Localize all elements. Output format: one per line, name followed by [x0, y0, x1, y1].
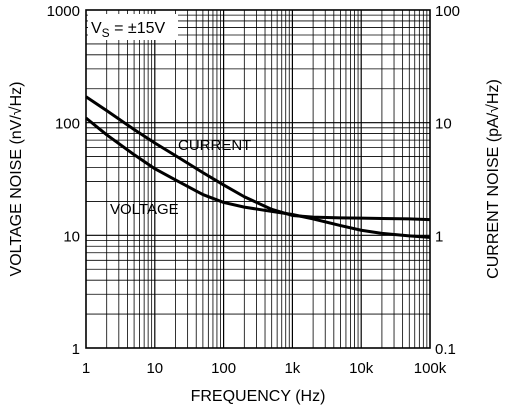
tick-labels: 1 10 100 1k 10k 100k 1 10 100 1000 0.1 1 10 100 — [47, 3, 460, 377]
y-tick-label-left: 1 — [72, 341, 80, 358]
curves — [85, 95, 431, 239]
x-tick-label: 1k — [284, 360, 300, 377]
x-axis-title: FREQUENCY (Hz) — [191, 388, 326, 405]
y-tick-label-left: 1000 — [47, 3, 80, 20]
x-tick-label: 100k — [414, 360, 447, 377]
x-tick-label: 10 — [146, 360, 163, 377]
current-noise-curve — [85, 95, 431, 222]
curve-labels: CURRENT VOLTAGE — [110, 137, 251, 218]
y-tick-label-right: 100 — [435, 3, 460, 20]
x-tick-label: 1 — [82, 360, 90, 377]
voltage-noise-curve — [85, 116, 431, 239]
y-axis-title-right: CURRENT NOISE (pA/√Hz) — [485, 79, 502, 279]
x-tick-label: 100 — [211, 360, 236, 377]
voltage-curve-label: VOLTAGE — [110, 201, 179, 218]
y-tick-label-right: 10 — [435, 116, 452, 133]
supply-voltage-annotation: VS = ±15V — [91, 20, 166, 40]
y-tick-label-right: 0.1 — [435, 341, 456, 358]
annotation: VS = ±15V — [88, 14, 178, 40]
y-tick-label-left: 10 — [63, 228, 80, 245]
y-tick-label-right: 1 — [435, 228, 443, 245]
plot-frame — [85, 9, 431, 349]
y-tick-label-left: 100 — [55, 116, 80, 133]
y-axis-title-left: VOLTAGE NOISE (nV/√Hz) — [8, 82, 25, 277]
grid — [86, 10, 430, 348]
axis-titles: FREQUENCY (Hz) VOLTAGE NOISE (nV/√Hz) CURR… — [8, 79, 502, 405]
current-curve-label: CURRENT — [178, 137, 251, 154]
annotation-background — [88, 14, 178, 40]
x-tick-label: 10k — [349, 360, 374, 377]
